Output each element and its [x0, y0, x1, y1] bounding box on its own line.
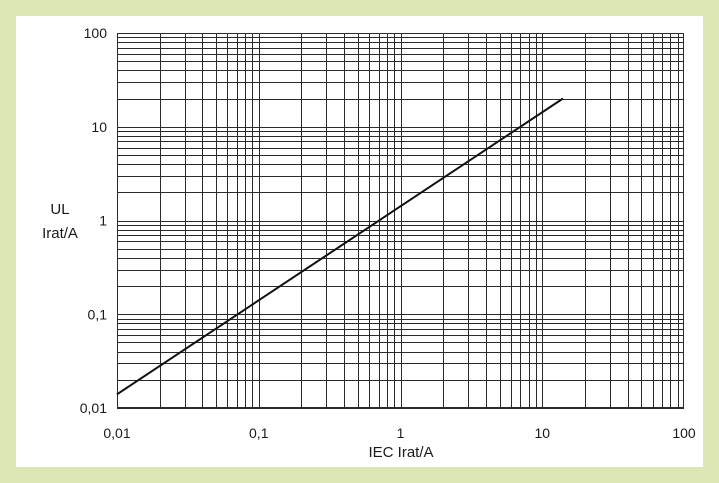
series-line-0 — [116, 97, 564, 396]
y-tick-label: 0,1 — [88, 306, 108, 322]
x-tick-label: 0,01 — [103, 425, 130, 441]
series-layer — [116, 97, 564, 396]
y-tick-label: 1 — [99, 213, 107, 229]
y-tick-labels: 0,01 0,1 1 10 100 — [80, 25, 107, 416]
y-tick-label: 100 — [84, 25, 108, 41]
x-axis-title: IEC Irat/A — [368, 444, 433, 461]
grid — [116, 32, 685, 410]
x-tick-label: 100 — [672, 425, 696, 441]
y-tick-label: 10 — [91, 119, 107, 135]
x-tick-label: 1 — [397, 425, 405, 441]
y-axis-title-line-1: UL — [50, 201, 69, 218]
y-tick-label: 0,01 — [80, 400, 107, 416]
x-tick-label: 10 — [534, 425, 550, 441]
x-tick-labels: 0,01 0,1 1 10 100 — [103, 425, 696, 441]
x-tick-label: 0,1 — [249, 425, 269, 441]
y-axis-title-line-2: Irat/A — [42, 225, 78, 242]
